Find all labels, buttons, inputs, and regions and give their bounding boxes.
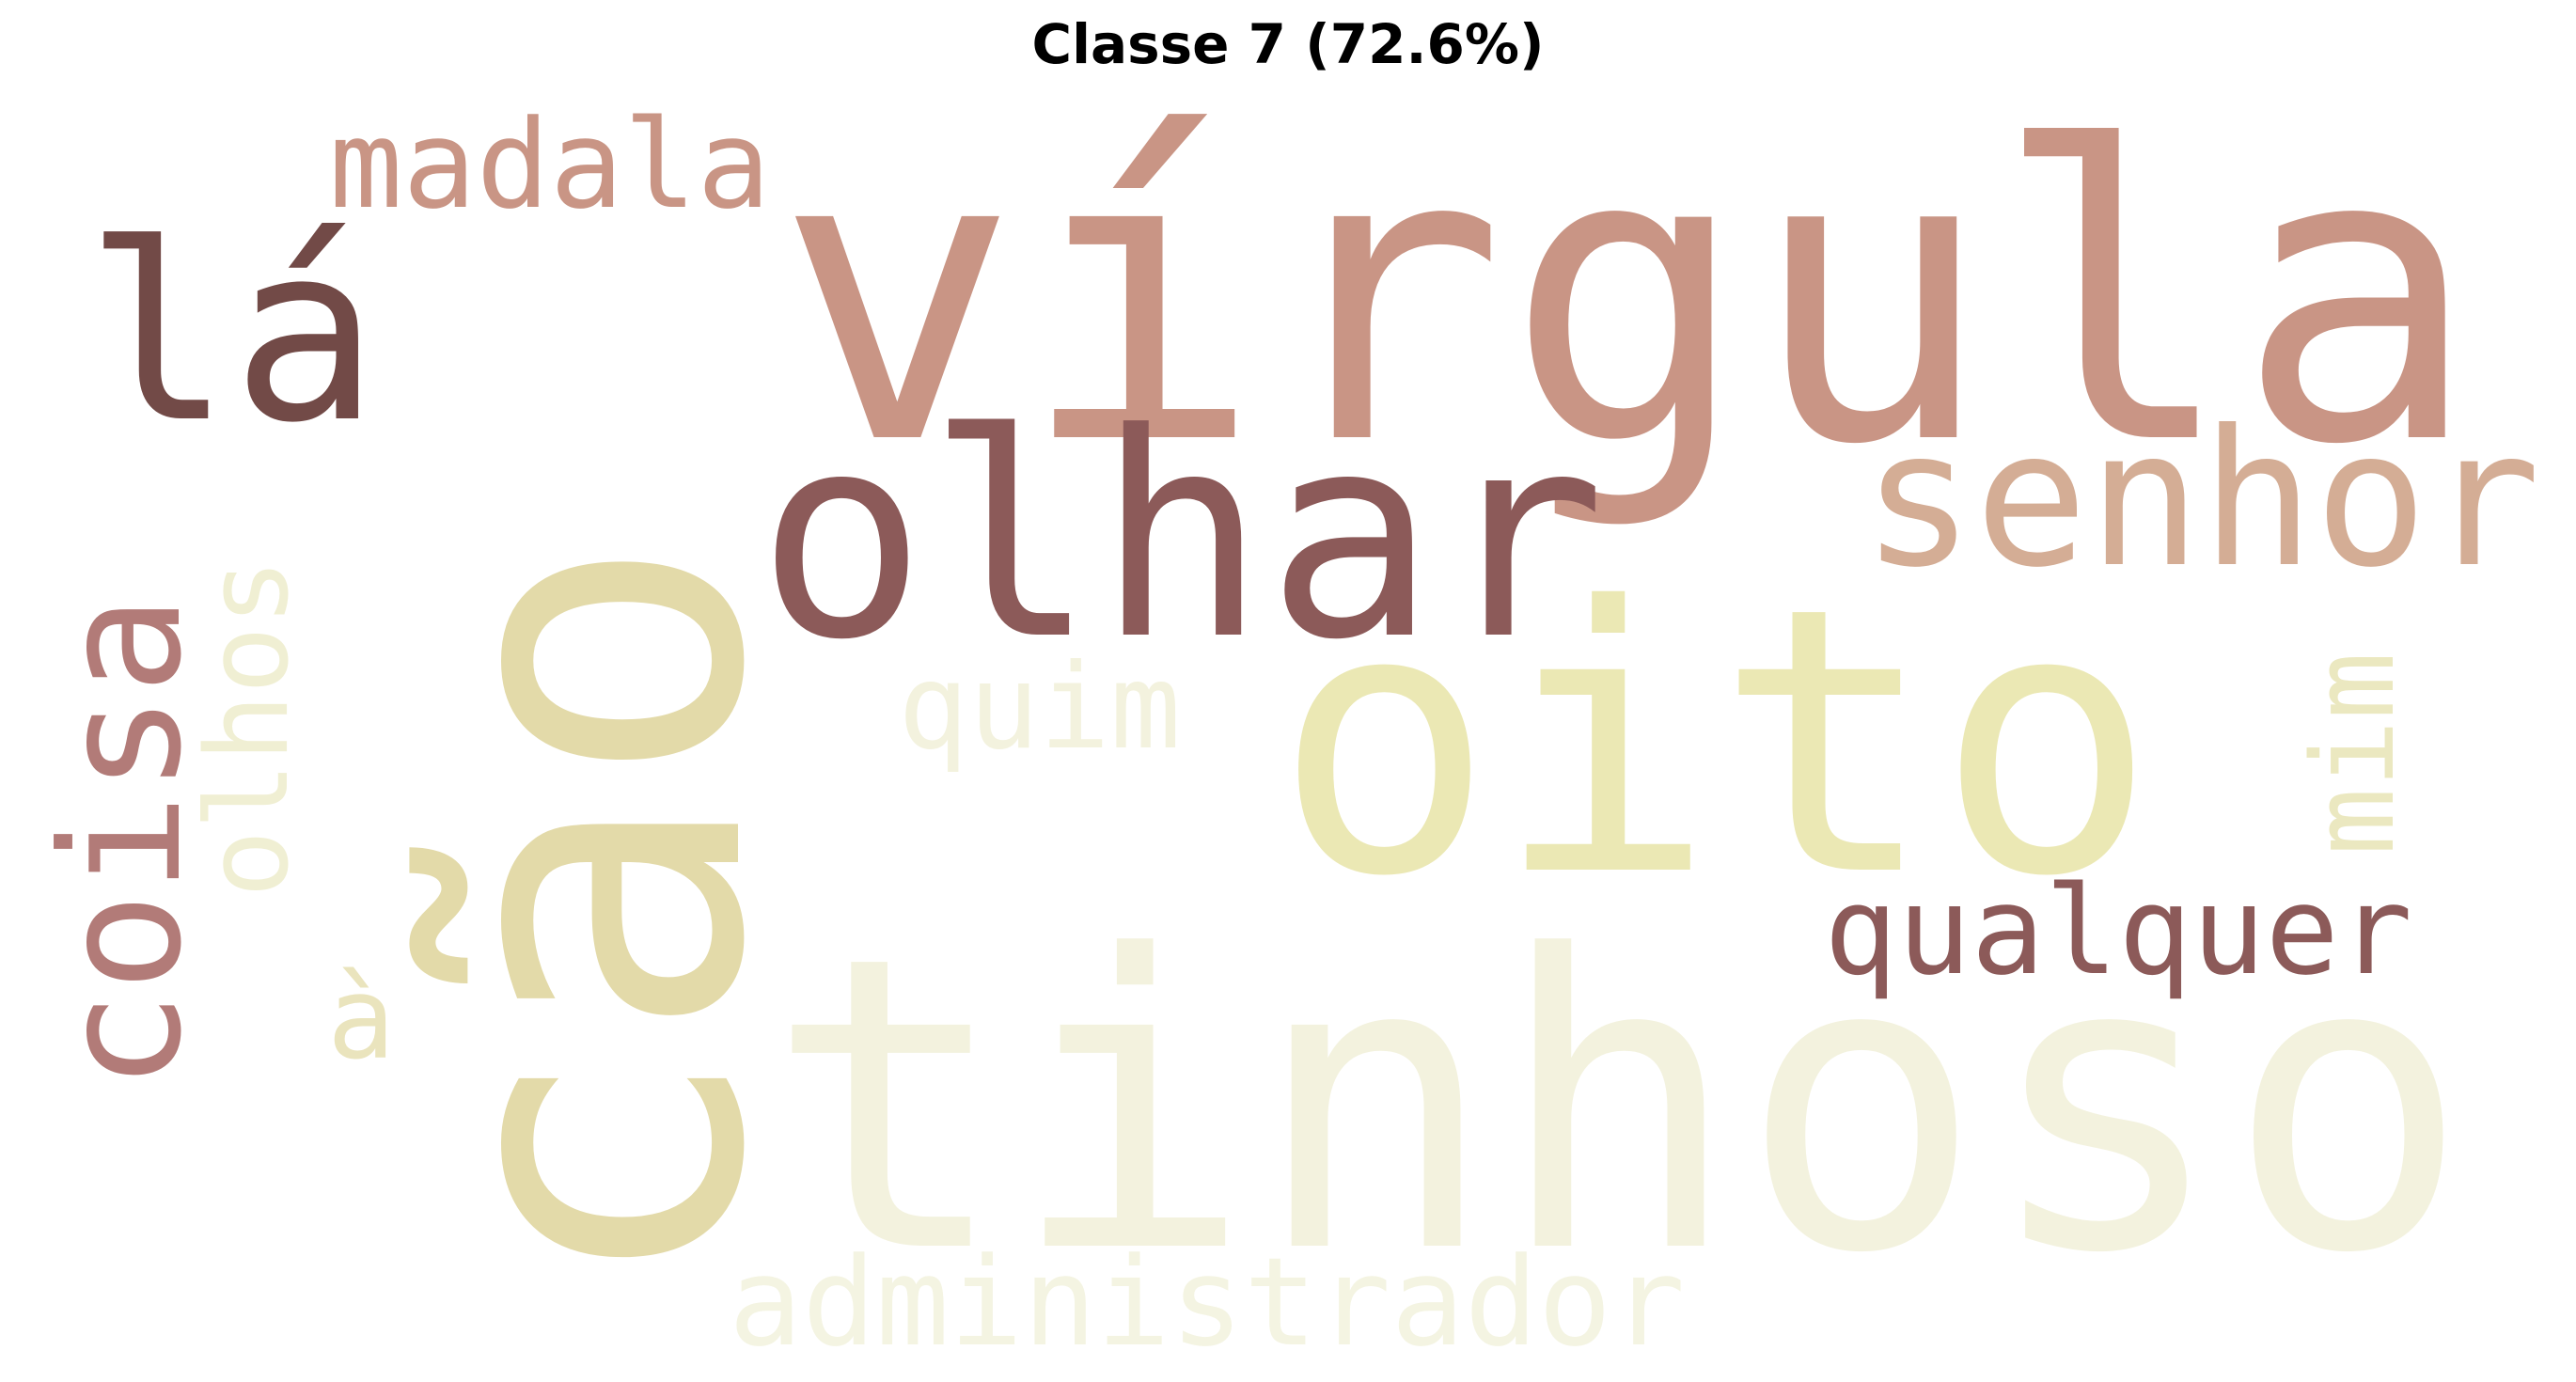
word-tinhoso: tinhoso xyxy=(766,872,2470,1342)
word-quim: quim xyxy=(898,639,1181,776)
word-cao: cão xyxy=(346,533,839,1297)
word-mim: mim xyxy=(2289,652,2420,856)
figure-title: Classe 7 (72.6%) xyxy=(1031,12,1545,76)
word-qualquer: qualquer xyxy=(1824,859,2412,1002)
word-virgula: vírgula xyxy=(776,63,2479,533)
word-senhor: senhor xyxy=(1861,390,2540,609)
word-madala: madala xyxy=(329,93,771,236)
word-olhar: olhar xyxy=(757,373,1606,701)
word-oito: oito xyxy=(1274,529,2157,956)
word-olhos: olhos xyxy=(183,558,314,898)
word-administrador: administrador xyxy=(729,1231,1685,1374)
word-coisa: coisa xyxy=(27,595,218,1091)
word-a-grave: à xyxy=(327,954,395,1085)
word-la: lá xyxy=(85,193,379,477)
